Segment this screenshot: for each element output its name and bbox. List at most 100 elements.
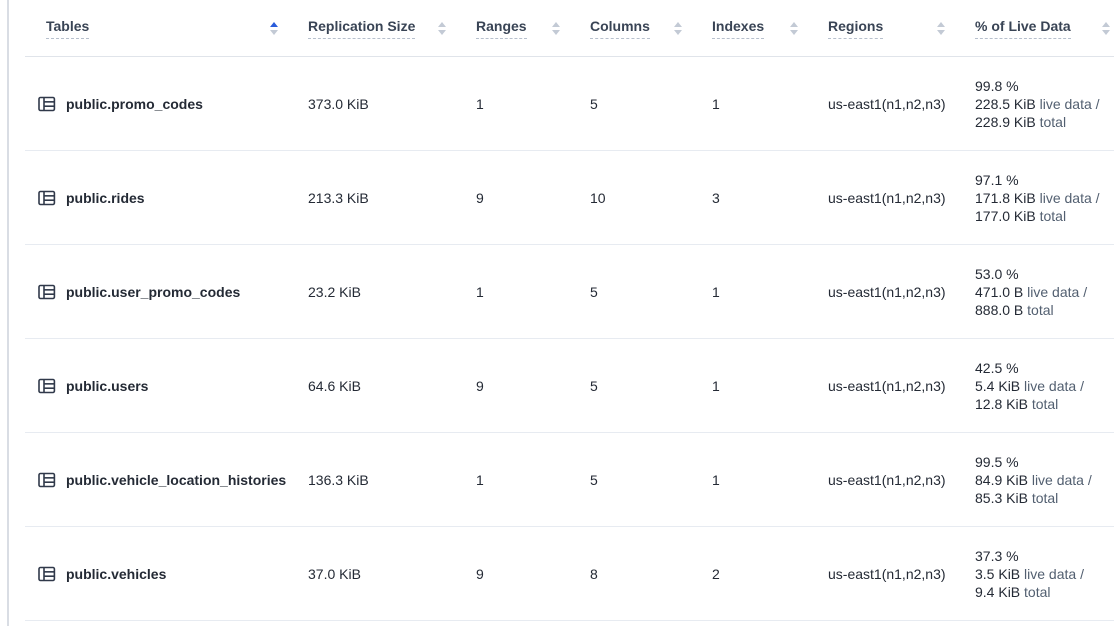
ranges-cell: 9 <box>476 189 484 206</box>
table-name-cell: public.vehicle_location_histories <box>25 433 308 526</box>
live-data-cell: 97.1 % 171.8 KiB live data / 177.0 KiB t… <box>975 151 1114 244</box>
table-name-link[interactable]: public.user_promo_codes <box>66 283 241 300</box>
replication-size-cell: 37.0 KiB <box>308 565 361 582</box>
total-bytes: 888.0 B <box>975 301 1024 318</box>
live-bytes: 471.0 B <box>975 283 1024 300</box>
total-suffix: total <box>1027 489 1059 506</box>
regions-cell: us-east1(n1,n2,n3) <box>828 377 946 394</box>
live-bytes: 3.5 KiB <box>975 565 1021 582</box>
tables-table: Tables Replication Size Ranges Columns I… <box>25 0 1114 621</box>
live-percent: 97.1 % <box>975 171 1019 188</box>
live-bytes: 228.5 KiB <box>975 95 1036 112</box>
live-percent: 53.0 % <box>975 265 1019 282</box>
replication-size-cell: 213.3 KiB <box>308 189 369 206</box>
column-header-tables-label[interactable]: Tables <box>46 18 90 39</box>
live-bytes: 5.4 KiB <box>975 377 1021 394</box>
columns-cell: 5 <box>590 471 598 488</box>
table-row: public.rides 213.3 KiB 9 10 3 us-east1(n… <box>25 151 1114 245</box>
total-suffix: total <box>1035 207 1067 224</box>
table-name-link[interactable]: public.vehicles <box>66 565 167 582</box>
regions-cell: us-east1(n1,n2,n3) <box>828 95 946 112</box>
live-percent: 99.8 % <box>975 77 1019 94</box>
sort-icon-replication-size[interactable] <box>438 21 446 35</box>
total-bytes: 228.9 KiB <box>975 113 1036 130</box>
table-name-link[interactable]: public.rides <box>66 189 145 206</box>
indexes-cell: 1 <box>712 471 720 488</box>
table-name-cell: public.user_promo_codes <box>25 245 308 338</box>
column-header-indexes-label[interactable]: Indexes <box>712 18 765 39</box>
live-bytes: 171.8 KiB <box>975 189 1036 206</box>
replication-size-cell: 136.3 KiB <box>308 471 369 488</box>
table-icon <box>38 190 56 206</box>
table-name-cell: public.vehicles <box>25 527 308 620</box>
indexes-cell: 1 <box>712 377 720 394</box>
column-header-indexes: Indexes <box>712 0 828 56</box>
table-icon <box>38 566 56 582</box>
sort-icon-ranges[interactable] <box>552 21 560 35</box>
ranges-cell: 1 <box>476 283 484 300</box>
total-bytes: 9.4 KiB <box>975 583 1021 600</box>
live-data-cell: 53.0 % 471.0 B live data / 888.0 B total <box>975 245 1114 338</box>
ranges-cell: 9 <box>476 565 484 582</box>
table-row: public.promo_codes 373.0 KiB 1 5 1 us-ea… <box>25 57 1114 151</box>
regions-cell: us-east1(n1,n2,n3) <box>828 471 946 488</box>
column-header-ranges: Ranges <box>476 0 590 56</box>
table-name-link[interactable]: public.users <box>66 377 149 394</box>
live-suffix: live data / <box>1020 565 1084 582</box>
ranges-cell: 9 <box>476 377 484 394</box>
regions-cell: us-east1(n1,n2,n3) <box>828 189 946 206</box>
live-suffix: live data / <box>1035 189 1100 206</box>
table-icon <box>38 378 56 394</box>
live-percent: 37.3 % <box>975 547 1019 564</box>
total-bytes: 85.3 KiB <box>975 489 1028 506</box>
table-name-cell: public.users <box>25 339 308 432</box>
indexes-cell: 3 <box>712 189 720 206</box>
ranges-cell: 1 <box>476 95 484 112</box>
sort-icon-tables[interactable] <box>270 21 278 35</box>
live-suffix: live data / <box>1027 471 1092 488</box>
columns-cell: 5 <box>590 95 598 112</box>
column-header-replication-size-label[interactable]: Replication Size <box>308 18 416 39</box>
table-icon <box>38 96 56 112</box>
column-header-columns-label[interactable]: Columns <box>590 18 650 39</box>
total-suffix: total <box>1023 301 1054 318</box>
column-header-columns: Columns <box>590 0 712 56</box>
table-name-link[interactable]: public.promo_codes <box>66 95 203 112</box>
sort-icon-live-data[interactable] <box>1102 21 1110 35</box>
live-percent: 42.5 % <box>975 359 1019 376</box>
table-name-cell: public.rides <box>25 151 308 244</box>
regions-cell: us-east1(n1,n2,n3) <box>828 283 946 300</box>
live-suffix: live data / <box>1020 377 1084 394</box>
sort-icon-indexes[interactable] <box>790 21 798 35</box>
indexes-cell: 1 <box>712 283 720 300</box>
table-icon <box>38 472 56 488</box>
live-suffix: live data / <box>1035 95 1100 112</box>
total-suffix: total <box>1035 113 1067 130</box>
live-data-cell: 99.5 % 84.9 KiB live data / 85.3 KiB tot… <box>975 433 1114 526</box>
live-percent: 99.5 % <box>975 453 1019 470</box>
live-data-cell: 42.5 % 5.4 KiB live data / 12.8 KiB tota… <box>975 339 1114 432</box>
table-row: public.user_promo_codes 23.2 KiB 1 5 1 u… <box>25 245 1114 339</box>
columns-cell: 5 <box>590 283 598 300</box>
regions-cell: us-east1(n1,n2,n3) <box>828 565 946 582</box>
indexes-cell: 2 <box>712 565 720 582</box>
sort-icon-columns[interactable] <box>674 21 682 35</box>
table-row: public.vehicle_location_histories 136.3 … <box>25 433 1114 527</box>
table-header-row: Tables Replication Size Ranges Columns I… <box>25 0 1114 57</box>
table-row: public.vehicles 37.0 KiB 9 8 2 us-east1(… <box>25 527 1114 621</box>
columns-cell: 10 <box>590 189 606 206</box>
table-name-cell: public.promo_codes <box>25 57 308 150</box>
table-row: public.users 64.6 KiB 9 5 1 us-east1(n1,… <box>25 339 1114 433</box>
table-name-link[interactable]: public.vehicle_location_histories <box>66 471 287 488</box>
column-header-ranges-label[interactable]: Ranges <box>476 18 527 39</box>
replication-size-cell: 373.0 KiB <box>308 95 369 112</box>
column-header-tables: Tables <box>25 0 308 56</box>
indexes-cell: 1 <box>712 95 720 112</box>
columns-cell: 8 <box>590 565 598 582</box>
column-header-live-data-label[interactable]: % of Live Data <box>975 18 1071 39</box>
sort-icon-regions[interactable] <box>937 21 945 35</box>
column-header-regions: Regions <box>828 0 975 56</box>
live-data-cell: 37.3 % 3.5 KiB live data / 9.4 KiB total <box>975 527 1114 620</box>
live-bytes: 84.9 KiB <box>975 471 1028 488</box>
column-header-regions-label[interactable]: Regions <box>828 18 884 39</box>
